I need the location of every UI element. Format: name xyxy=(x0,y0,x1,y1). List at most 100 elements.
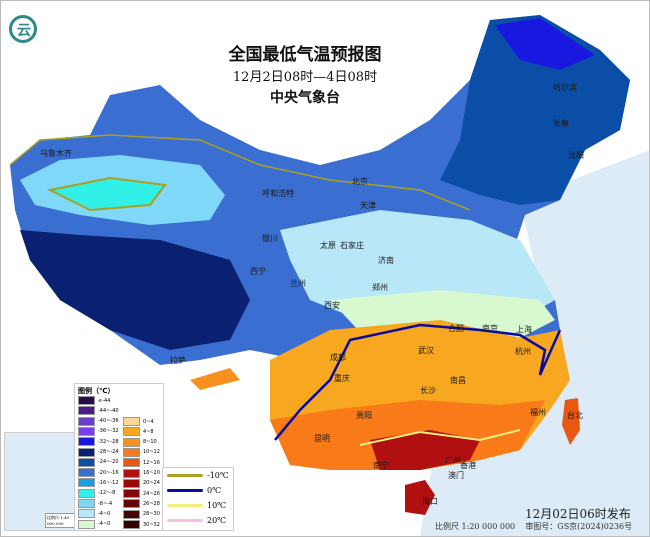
city-label: 上海 xyxy=(516,325,532,334)
city-label: 福州 xyxy=(530,408,546,417)
hainan-island xyxy=(405,480,435,515)
legend-swatch xyxy=(78,447,95,457)
legend-item: -24~-20 xyxy=(78,457,119,467)
isoline-label: -10℃ xyxy=(207,471,229,480)
legend-label: -4~0 xyxy=(98,510,111,517)
legend-label: 12~16 xyxy=(143,459,160,466)
legend-item: -36~-32 xyxy=(78,426,119,436)
legend-item: 4~8 xyxy=(123,427,154,437)
legend-swatch xyxy=(123,509,140,519)
legend-item: 8~10 xyxy=(123,437,157,447)
legend-item: 10~12 xyxy=(123,447,160,457)
city-label: 杭州 xyxy=(515,347,531,356)
isoline-label: 10℃ xyxy=(207,501,227,510)
legend-item: -44~-40 xyxy=(78,406,119,416)
inset-scale: 比例尺 1:40 000 000 xyxy=(45,513,75,528)
city-label: 天津 xyxy=(360,201,376,210)
isoline-legend-item: 0℃ xyxy=(167,486,221,495)
legend-swatch xyxy=(123,520,140,529)
south-china-sea-inset: 比例尺 1:40 000 000 xyxy=(4,432,76,531)
city-label: 呼和浩特 xyxy=(262,189,294,198)
legend-label: 10~12 xyxy=(143,449,160,456)
legend-swatch xyxy=(123,468,140,478)
city-label: 台北 xyxy=(567,411,583,420)
city-label: 香港 xyxy=(460,461,476,470)
legend-item: ≤-44 xyxy=(78,396,110,405)
northeast-deep-cold xyxy=(440,15,630,205)
legend-item: -4~0 xyxy=(78,509,111,519)
central-mild xyxy=(280,210,555,320)
south-tibet-warm xyxy=(190,368,240,390)
guangdong-hot xyxy=(370,430,480,470)
legend-label: 0~4 xyxy=(143,418,154,425)
legend-swatch xyxy=(78,509,95,519)
city-label: 银川 xyxy=(262,234,278,243)
isoline-swatch xyxy=(167,504,203,507)
city-label: 郑州 xyxy=(372,283,388,292)
legend-item: -8~-4 xyxy=(78,499,112,508)
city-label: 海口 xyxy=(422,497,438,506)
isoline-legend-item: 20℃ xyxy=(167,516,226,525)
legend-swatch xyxy=(123,437,140,447)
isoline-legend-item: 10℃ xyxy=(167,501,226,510)
isoline-legend: -10℃ 0℃ 10℃ 20℃ xyxy=(162,467,234,531)
city-label: 太原 xyxy=(320,241,336,250)
legend-swatch xyxy=(78,478,95,488)
issue-time: 12月02日06时发布 xyxy=(525,507,631,521)
legend-swatch xyxy=(78,488,95,498)
legend-swatch xyxy=(123,458,140,468)
tibet-plateau xyxy=(20,230,250,350)
legend-item: -40~-36 xyxy=(78,416,119,426)
legend-label: -16~-12 xyxy=(98,479,119,486)
legend-item: -28~-24 xyxy=(78,447,119,457)
legend-label: -12~-8 xyxy=(98,490,116,497)
city-label: 拉萨 xyxy=(170,356,186,365)
taiwan-island xyxy=(562,398,580,445)
legend-label: 26~28 xyxy=(143,500,160,507)
legend-swatch xyxy=(123,478,140,488)
legend-swatch xyxy=(78,519,95,529)
legend-swatch xyxy=(123,489,140,499)
legend-label: 24~26 xyxy=(143,490,160,497)
city-label: 石家庄 xyxy=(340,241,364,250)
forecast-period: 12月2日08时—4日08时 xyxy=(232,70,378,85)
legend-swatch xyxy=(78,468,95,478)
city-label: 贵阳 xyxy=(356,411,372,420)
city-label: 南京 xyxy=(482,324,498,333)
legend-item: -12~-8 xyxy=(78,488,116,498)
legend-label: -24~-20 xyxy=(98,459,119,466)
review-number: 审图号：GS京(2024)0236号 xyxy=(525,522,633,531)
legend-item: 30~32 xyxy=(123,520,160,529)
city-label: 成都 xyxy=(330,353,346,362)
legend-item: 26~28 xyxy=(123,499,160,509)
legend-label: 30~32 xyxy=(143,521,160,528)
legend-item: 24~26 xyxy=(123,489,160,499)
city-label: 长春 xyxy=(553,119,569,128)
legend-label: -4~0 xyxy=(98,521,111,528)
isoline-swatch xyxy=(167,519,203,522)
cma-logo-icon: 云 xyxy=(9,15,37,43)
legend-label: 28~30 xyxy=(143,511,160,518)
city-label: 西宁 xyxy=(250,267,266,276)
city-label: 长沙 xyxy=(420,386,436,395)
isoline-label: 20℃ xyxy=(207,516,227,525)
legend-swatch xyxy=(123,417,140,426)
legend-label: ≤-44 xyxy=(98,397,111,404)
legend-label: 16~20 xyxy=(143,470,160,476)
legend-swatch xyxy=(78,396,95,405)
city-label: 澳门 xyxy=(448,471,464,480)
city-label: 南宁 xyxy=(373,461,389,470)
legend-item: 0~4 xyxy=(123,417,154,426)
legend-label: 4~8 xyxy=(143,428,154,435)
city-label: 北京 xyxy=(352,177,368,186)
city-label: 济南 xyxy=(378,256,394,265)
tarim-core xyxy=(46,176,167,212)
legend-swatch xyxy=(78,499,95,508)
map-scale: 比例尺 1:20 000 000 xyxy=(435,522,516,531)
legend-label: -36~-32 xyxy=(98,428,119,435)
isoline-legend-item: -10℃ xyxy=(167,471,229,480)
legend-label: 20~24 xyxy=(143,480,160,487)
legend-swatch xyxy=(78,416,95,426)
zero-degree-isoline xyxy=(274,323,562,441)
